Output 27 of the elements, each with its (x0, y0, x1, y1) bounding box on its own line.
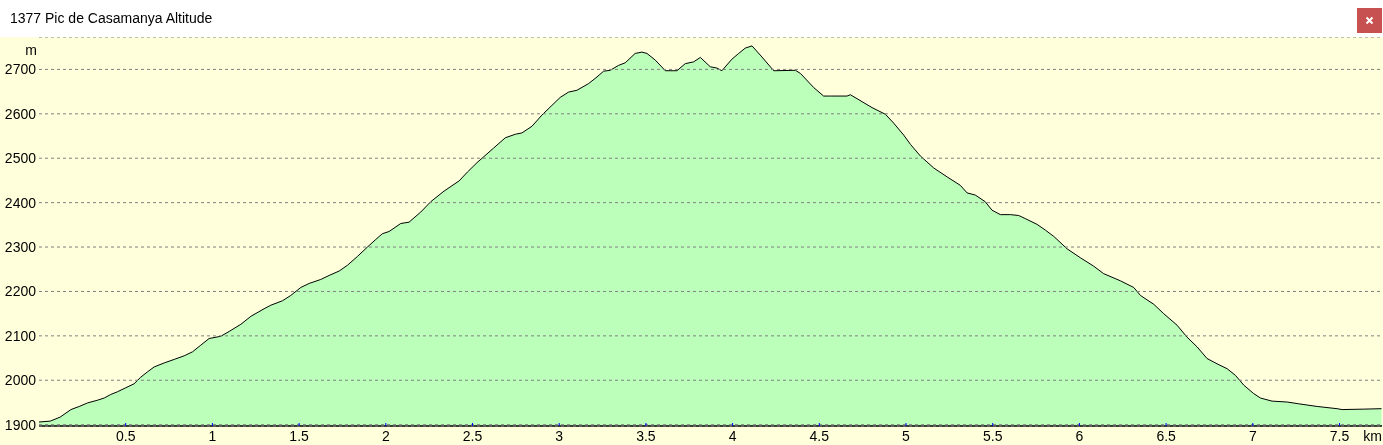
x-tick-label: 4 (728, 428, 737, 444)
chart-title: 1377 Pic de Casamanya Altitude (10, 10, 213, 27)
x-tick-label: 0.5 (115, 428, 136, 444)
y-tick-label: 2000 (4, 372, 37, 389)
x-axis-title: km (1363, 428, 1382, 445)
x-tick-label: 2 (381, 428, 390, 444)
y-tick-label: 2500 (4, 150, 37, 167)
x-tick-label: 7 (1248, 428, 1257, 444)
y-tick-label: 2100 (4, 327, 37, 344)
x-tick-label: 6.5 (1156, 428, 1177, 444)
y-tick-label: 2600 (4, 105, 37, 122)
y-axis-title: m (25, 42, 37, 59)
y-tick-label: 2200 (4, 283, 37, 300)
y-tick-label: 2400 (4, 194, 37, 211)
y-tick-label: 1900 (4, 416, 37, 433)
x-tick-label: 3.5 (636, 428, 656, 444)
y-tick-label: 2700 (4, 61, 37, 78)
x-tick-label: 5 (902, 428, 911, 444)
x-tick-label: 3 (555, 428, 564, 444)
x-tick-label: 1 (208, 428, 217, 444)
x-tick-label: 7.5 (1329, 428, 1350, 444)
y-tick-label: 2300 (4, 239, 37, 256)
x-tick-label: 1.5 (289, 428, 310, 444)
x-tick-label: 6 (1075, 428, 1084, 444)
x-tick-label: 4.5 (809, 428, 830, 444)
x-tick-label: 5.5 (982, 428, 1003, 444)
x-tick-label: 2.5 (462, 428, 483, 444)
